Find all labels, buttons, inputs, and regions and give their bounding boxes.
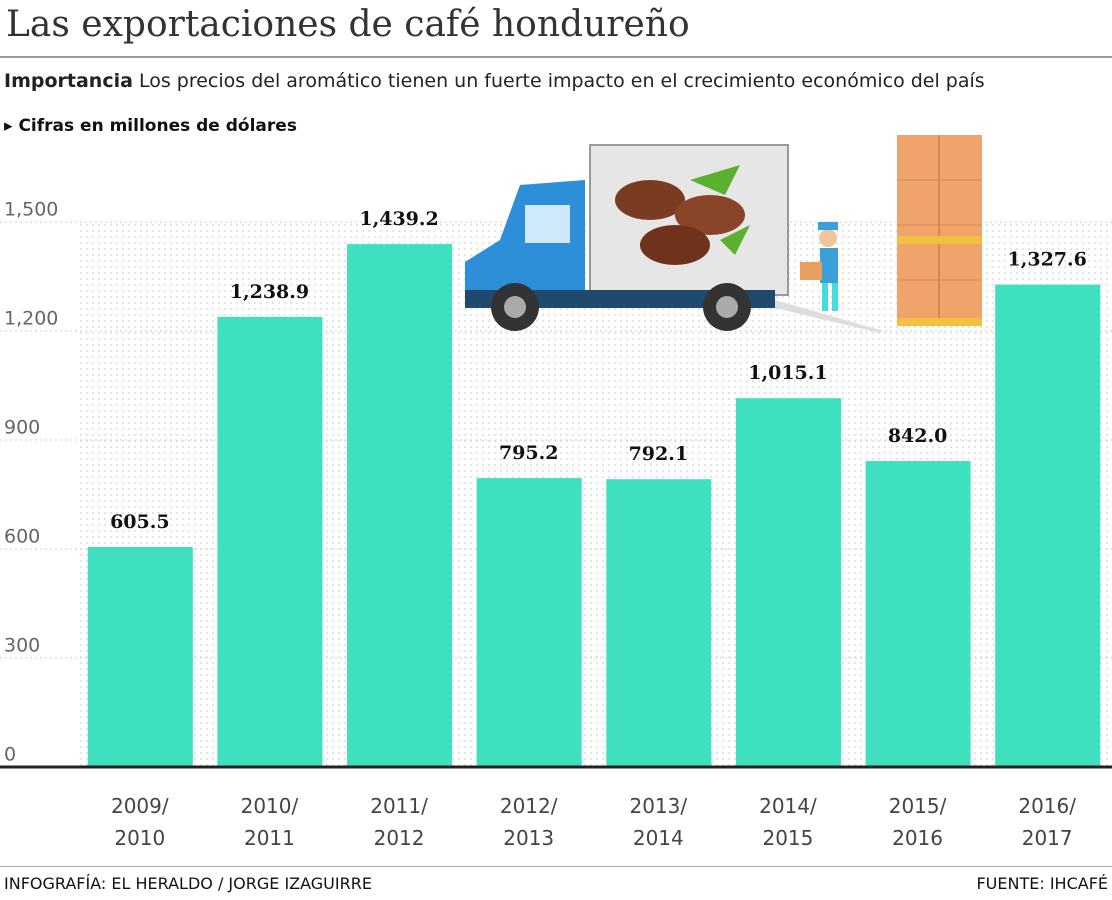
value-label: 792.1 (629, 443, 689, 465)
x-tick-label: 2012/ 2013 (499, 794, 558, 850)
bar (606, 479, 712, 767)
value-label: 1,238.9 (230, 281, 309, 303)
x-tick-label: 2009/ 2010 (110, 794, 169, 850)
y-tick-label: 1,500 (4, 199, 58, 221)
source: FUENTE: IHCAFÉ (976, 874, 1108, 893)
truck-illustration (465, 135, 982, 333)
y-tick-label: 300 (4, 635, 40, 657)
value-label: 1,439.2 (359, 208, 438, 230)
bar (347, 244, 453, 767)
bar (217, 316, 323, 767)
y-tick-label: 1,200 (4, 308, 58, 330)
value-label: 1,327.6 (1008, 249, 1087, 271)
x-tick-label: 2010/ 2011 (240, 794, 299, 850)
value-label: 605.5 (110, 511, 170, 533)
footer-rule (0, 866, 1112, 867)
x-tick-label: 2013/ 2014 (629, 794, 688, 850)
value-label: 842.0 (888, 425, 948, 447)
x-tick-label: 2016/ 2017 (1018, 794, 1076, 850)
y-tick-label: 0 (4, 744, 16, 766)
bar (735, 398, 841, 767)
bar (476, 478, 582, 767)
title-rule (0, 56, 1112, 58)
x-tick-label: 2011/ 2012 (370, 794, 428, 850)
subtitle-lead: Importancia (4, 70, 133, 92)
value-label: 795.2 (499, 442, 559, 464)
x-tick-label: 2014/ 2015 (759, 794, 817, 850)
credit: INFOGRAFÍA: EL HERALDO / JORGE IZAGUIRRE (4, 874, 372, 893)
note: ▸ Cifras en millones de dólares (4, 116, 297, 136)
subtitle-block: Importancia Los precios del aromático ti… (4, 70, 985, 92)
bar (995, 284, 1101, 767)
bar (865, 461, 971, 767)
y-tick-label: 600 (4, 526, 40, 548)
x-tick-label: 2015/ 2016 (888, 794, 947, 850)
value-label: 1,015.1 (748, 362, 827, 384)
chart-title: Las exportaciones de café hondureño (6, 4, 690, 45)
subtitle: Los precios del aromático tienen un fuer… (138, 70, 985, 92)
y-tick-label: 900 (4, 417, 40, 439)
bar (87, 547, 193, 767)
